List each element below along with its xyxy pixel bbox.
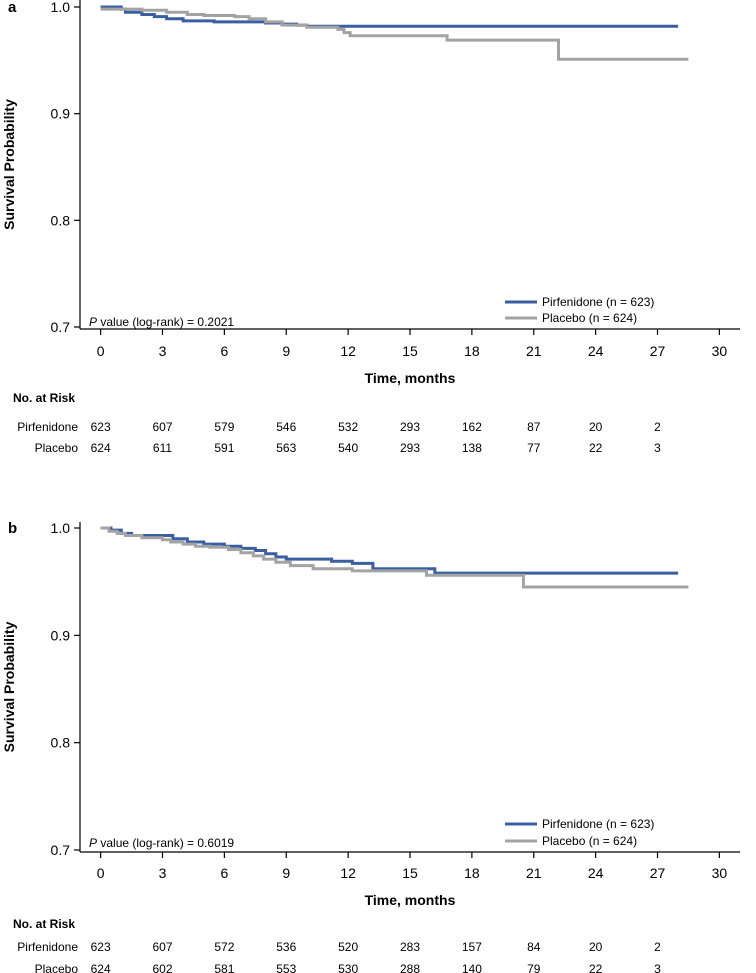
risk-value: 602: [152, 962, 172, 973]
risk-value: 3: [654, 962, 661, 973]
x-axis-title: Time, months: [365, 370, 456, 386]
x-tick-label: 3: [159, 343, 167, 359]
x-tick-label: 24: [588, 343, 604, 359]
risk-value: 532: [338, 420, 358, 434]
x-tick-label: 12: [340, 343, 356, 359]
panel-a: a 0.7 0.8 0.9 1.0 0 3 6 9 12 15 18 21 24 27 30 Survival …: [1, 0, 740, 455]
legend-label-pirfenidone: Pirfenidone (n = 623): [542, 817, 654, 831]
risk-value: 581: [214, 962, 234, 973]
panel-b: b 0.7 0.8 0.9 1.0 0 3 6 9 12 15 18 21 24 27 30 Survival …: [1, 520, 740, 973]
x-tick-label: 0: [97, 865, 105, 881]
risk-value: 607: [152, 940, 172, 954]
risk-value: 157: [462, 940, 482, 954]
risk-value: 288: [400, 962, 420, 973]
risk-row-label: Placebo: [35, 962, 79, 973]
x-tick-label: 15: [402, 865, 418, 881]
risk-value: 553: [276, 962, 296, 973]
risk-value: 563: [276, 441, 296, 455]
y-tick-label: 0.9: [51, 106, 71, 122]
survival-curve-pirfenidone: [100, 526, 679, 575]
risk-row-label: Pirfenidone: [17, 420, 78, 434]
x-tick-label: 30: [712, 865, 728, 881]
x-tick-label: 9: [282, 343, 290, 359]
y-tick-label: 0.7: [51, 842, 71, 858]
risk-value: 591: [214, 441, 234, 455]
x-tick-label: 0: [97, 343, 105, 359]
x-tick-label: 27: [650, 343, 666, 359]
risk-value: 2: [654, 420, 661, 434]
risk-value: 293: [400, 441, 420, 455]
legend-label-placebo: Placebo (n = 624): [542, 311, 637, 325]
y-tick-label: 0.8: [51, 735, 71, 751]
risk-value: 140: [462, 962, 482, 973]
risk-table-title: No. at Risk: [13, 391, 75, 405]
panel-label: b: [8, 520, 17, 537]
risk-value: 572: [214, 940, 234, 954]
p-value-text: value (log-rank) = 0.6019: [97, 836, 234, 850]
y-tick-label: 0.8: [51, 212, 71, 228]
survival-curve-placebo: [100, 7, 689, 61]
x-tick-label: 21: [526, 865, 542, 881]
y-axis-title: Survival Probability: [1, 99, 17, 230]
panel-label: a: [8, 0, 17, 16]
x-tick-label: 6: [220, 865, 228, 881]
x-tick-label: 15: [402, 343, 418, 359]
risk-value: 293: [400, 420, 420, 434]
y-tick-label: 1.0: [51, 520, 71, 536]
risk-row-label: Placebo: [35, 441, 79, 455]
p-value-annotation: P value (log-rank) = 0.6019: [89, 836, 234, 850]
p-italic: P: [89, 836, 97, 850]
legend-label-pirfenidone: Pirfenidone (n = 623): [542, 295, 654, 309]
risk-value: 79: [527, 962, 541, 973]
y-tick-label: 0.7: [51, 319, 71, 335]
risk-value: 540: [338, 441, 358, 455]
y-axis-title: Survival Probability: [1, 621, 17, 752]
risk-value: 20: [589, 940, 603, 954]
risk-value: 611: [153, 441, 172, 455]
p-italic: P: [89, 315, 97, 329]
x-tick-label: 21: [526, 343, 542, 359]
risk-value: 623: [91, 940, 111, 954]
x-tick-label: 6: [220, 343, 228, 359]
risk-value: 22: [589, 441, 603, 455]
risk-value: 536: [276, 940, 296, 954]
risk-value: 87: [527, 420, 541, 434]
risk-value: 623: [91, 420, 111, 434]
y-tick-label: 0.9: [51, 627, 71, 643]
risk-value: 520: [338, 940, 358, 954]
x-tick-label: 24: [588, 865, 604, 881]
risk-value: 2: [654, 940, 661, 954]
risk-value: 546: [276, 420, 296, 434]
risk-value: 624: [91, 441, 111, 455]
risk-value: 579: [214, 420, 234, 434]
risk-value: 283: [400, 940, 420, 954]
risk-value: 3: [654, 441, 661, 455]
risk-value: 77: [527, 441, 541, 455]
risk-value: 84: [527, 940, 541, 954]
risk-value: 162: [462, 420, 482, 434]
risk-value: 138: [462, 441, 482, 455]
risk-value: 624: [91, 962, 111, 973]
risk-table-title: No. at Risk: [13, 917, 75, 931]
risk-value: 20: [589, 420, 603, 434]
x-tick-label: 12: [340, 865, 356, 881]
risk-value: 22: [589, 962, 603, 973]
x-tick-label: 3: [159, 865, 167, 881]
p-value-text: value (log-rank) = 0.2021: [97, 315, 234, 329]
x-tick-label: 9: [282, 865, 290, 881]
x-tick-label: 18: [464, 865, 480, 881]
x-tick-label: 30: [712, 343, 728, 359]
risk-value: 607: [152, 420, 172, 434]
p-value-annotation: P value (log-rank) = 0.2021: [89, 315, 234, 329]
legend-label-placebo: Placebo (n = 624): [542, 834, 637, 848]
risk-value: 530: [338, 962, 358, 973]
survival-curve-placebo: [100, 526, 689, 589]
survival-curve-pirfenidone: [100, 5, 679, 28]
y-tick-label: 1.0: [51, 0, 71, 15]
x-tick-label: 27: [650, 865, 666, 881]
risk-row-label: Pirfenidone: [17, 940, 78, 954]
x-axis-title: Time, months: [365, 892, 456, 908]
x-tick-label: 18: [464, 343, 480, 359]
